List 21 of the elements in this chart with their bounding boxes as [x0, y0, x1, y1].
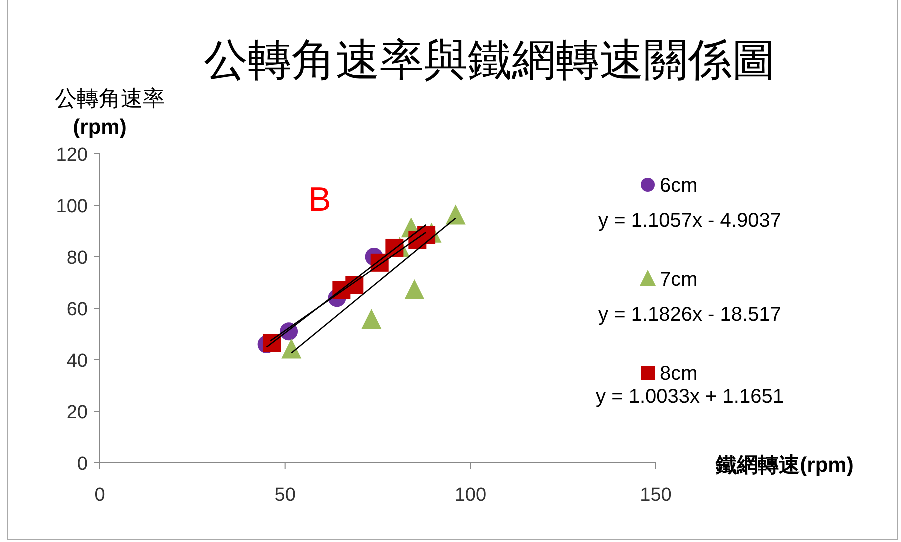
x-tick-label: 0 — [94, 485, 106, 506]
y-tick-label: 120 — [56, 145, 88, 166]
y-tick-label: 20 — [66, 402, 88, 424]
x-tick-label: 50 — [274, 485, 296, 506]
chart-title: 公轉角速率與鐵網轉速關係圖 — [204, 36, 776, 85]
annotation: y = 1.1826x - 18.517 — [598, 304, 782, 326]
y-axis-title: 公轉角速率(rpm) — [55, 86, 165, 139]
legend-label: 7cm — [660, 269, 698, 291]
x-tick-label: 150 — [640, 485, 672, 506]
annotation: B — [308, 181, 332, 219]
y-tick-label: 60 — [66, 300, 88, 320]
y-tick-label: 100 — [56, 196, 88, 218]
x-axis-title: 鐵網轉速(rpm) — [715, 454, 854, 477]
annotation: y = 1.1057x - 4.9037 — [598, 210, 782, 232]
x-tick-label: 100 — [454, 485, 487, 506]
legend-label: 8cm — [660, 363, 698, 385]
y-tick-label: 80 — [66, 248, 88, 269]
annotation: y = 1.0033x + 1.1651 — [596, 386, 784, 408]
y-tick-label: 0 — [77, 454, 88, 475]
legend-label: 6cm — [660, 175, 698, 197]
y-tick-label: 40 — [66, 351, 88, 372]
